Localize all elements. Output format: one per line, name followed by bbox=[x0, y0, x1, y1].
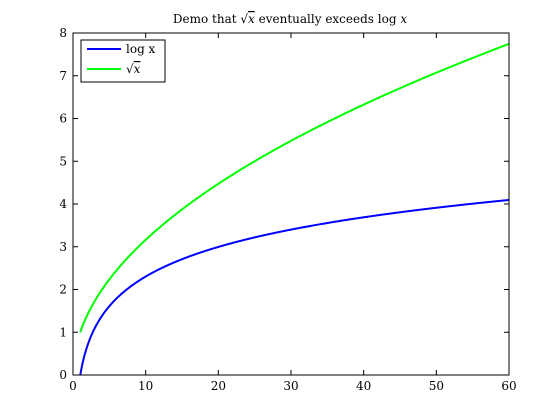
legend-label-log: log x bbox=[126, 42, 156, 56]
x-tick-label: 30 bbox=[283, 379, 298, 393]
y-tick-label: 1 bbox=[59, 325, 67, 339]
legend-label-sqrt: √x bbox=[126, 62, 141, 76]
x-tick-label: 40 bbox=[356, 379, 371, 393]
title-prefix: Demo that bbox=[173, 12, 240, 26]
x-tick-label: 10 bbox=[138, 379, 153, 393]
legend-sqrt-var: x bbox=[134, 62, 141, 76]
x-tick-label: 0 bbox=[69, 379, 77, 393]
y-tick-label: 3 bbox=[59, 240, 67, 254]
y-tick-label: 4 bbox=[59, 197, 67, 211]
y-tick-label: 7 bbox=[59, 69, 67, 83]
legend: log x √x bbox=[81, 40, 165, 82]
y-tick-label: 8 bbox=[59, 26, 67, 40]
y-tick-label: 5 bbox=[59, 154, 67, 168]
x-tick-label: 20 bbox=[211, 379, 226, 393]
plot-background bbox=[73, 33, 509, 375]
x-tick-label: 50 bbox=[429, 379, 444, 393]
y-tick-label: 2 bbox=[59, 283, 67, 297]
y-tick-label: 6 bbox=[59, 112, 67, 126]
chart-title: Demo that √x eventually exceeds log x bbox=[173, 12, 407, 26]
y-tick-label: 0 bbox=[59, 368, 67, 382]
title-middle: eventually exceeds log bbox=[255, 12, 401, 26]
x-tick-label: 60 bbox=[501, 379, 516, 393]
title-log-var: x bbox=[400, 12, 407, 26]
